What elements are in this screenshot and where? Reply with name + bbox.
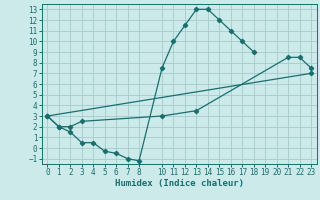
X-axis label: Humidex (Indice chaleur): Humidex (Indice chaleur) (115, 179, 244, 188)
